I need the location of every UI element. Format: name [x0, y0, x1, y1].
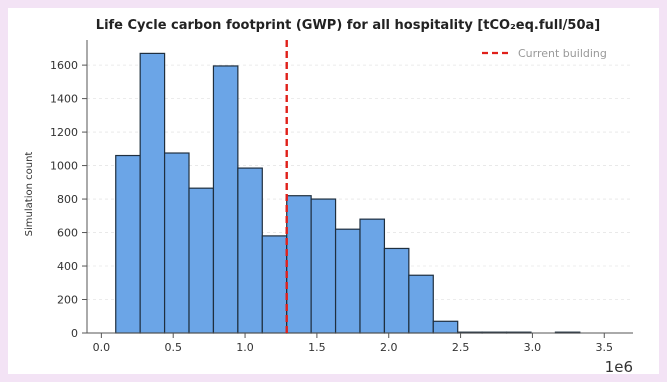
chart-title: Life Cycle carbon footprint (GWP) for al…: [96, 18, 600, 33]
histogram-bars: [115, 52, 581, 334]
x-axis-offset-label: 1e6: [605, 358, 633, 374]
histogram-bar: [334, 228, 361, 334]
axes: 0 200 400 600 800 1000 1200 1400 1600 0.0 0.5 1.0 1.…: [50, 40, 633, 354]
histogram-bar: [237, 167, 263, 334]
y-tick-label: 200: [57, 294, 78, 307]
x-tick-label: 3.5: [596, 341, 614, 354]
histogram-bar: [188, 187, 215, 334]
y-tick-label: 800: [57, 193, 78, 206]
histogram-bar: [261, 235, 288, 334]
x-tick-label: 0.0: [93, 341, 111, 354]
histogram-bar: [139, 52, 166, 334]
histogram-chart: Life Cycle carbon footprint (GWP) for al…: [24, 18, 633, 374]
legend-label-current-building: Current building: [518, 47, 607, 60]
y-tick-label: 1200: [50, 126, 78, 139]
x-tick-label: 1.0: [236, 341, 254, 354]
x-tick-label: 2.0: [380, 341, 398, 354]
x-tick-label: 2.5: [452, 341, 470, 354]
y-tick-label: 1400: [50, 93, 78, 106]
histogram-bar: [163, 152, 190, 334]
y-tick-label: 400: [57, 260, 78, 273]
histogram-bar: [383, 247, 410, 334]
histogram-bar: [115, 154, 141, 334]
histogram-bar: [432, 320, 459, 334]
x-tick-label: 1.5: [308, 341, 326, 354]
histogram-bar: [408, 274, 434, 334]
chart-panel: Life Cycle carbon footprint (GWP) for al…: [8, 8, 659, 374]
histogram-bar: [212, 65, 239, 334]
x-tick-label: 3.0: [524, 341, 542, 354]
histogram-bar: [310, 198, 337, 334]
y-tick-label: 1600: [50, 59, 78, 72]
x-tick-label: 0.5: [164, 341, 182, 354]
y-tick-label: 1000: [50, 160, 78, 173]
histogram-bar: [359, 218, 386, 334]
y-tick-label: 600: [57, 227, 78, 240]
histogram-bar: [286, 195, 312, 334]
y-axis-label: Simulation count: [24, 152, 35, 237]
legend: Current building: [482, 47, 607, 60]
y-tick-label: 0: [71, 327, 78, 340]
